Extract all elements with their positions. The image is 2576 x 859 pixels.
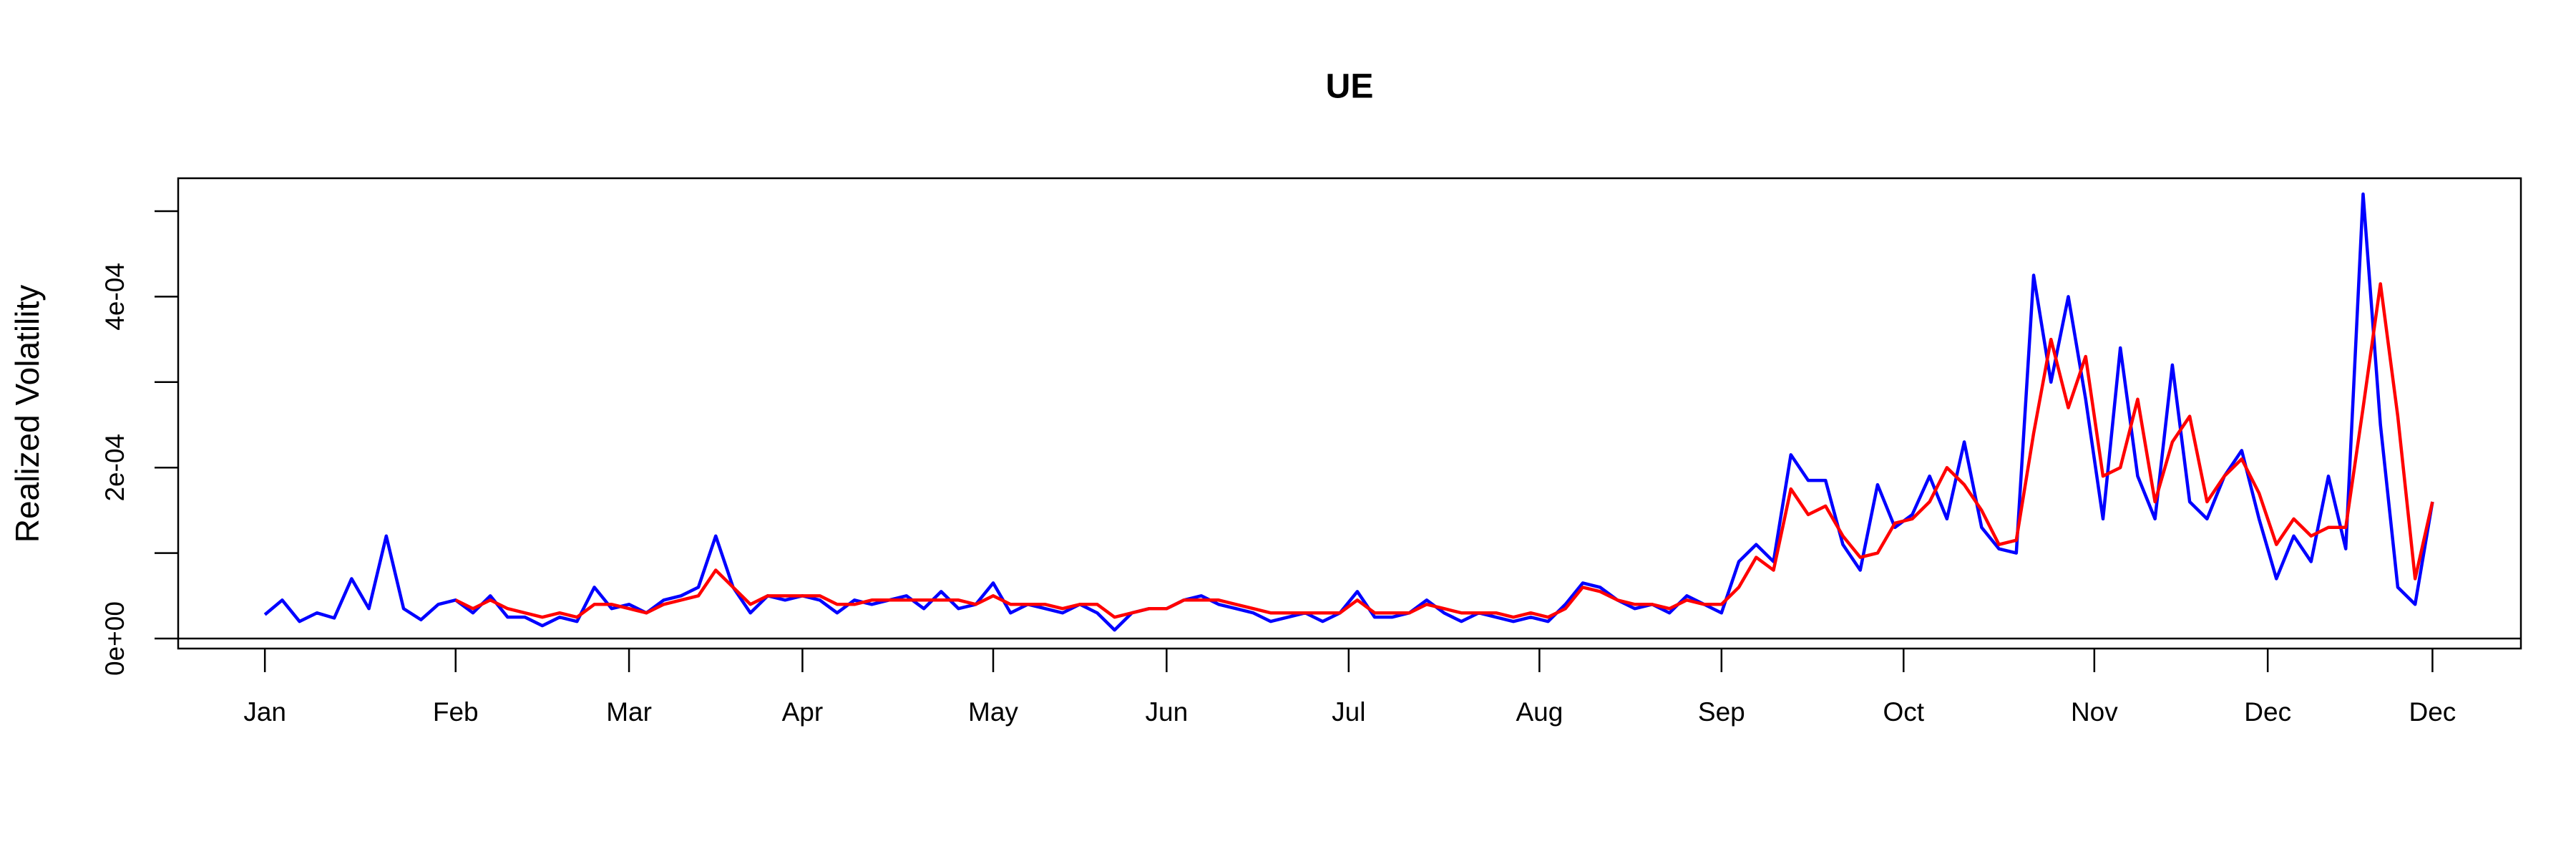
x-tick-label: Jul (1332, 697, 1365, 727)
x-tick-label: Apr (782, 697, 824, 727)
y-tick-label: 0e+00 (100, 601, 130, 676)
series-line (263, 192, 2434, 632)
x-tick-label: Aug (1516, 697, 1563, 727)
x-tick-label: Jan (243, 697, 286, 727)
x-tick-label: Sep (1698, 697, 1745, 727)
plot-box (177, 177, 2522, 650)
series-line (454, 282, 2434, 619)
x-tick-label: Nov (2071, 697, 2118, 727)
y-tick-label: 2e-04 (100, 434, 130, 502)
x-tick-label: Feb (433, 697, 479, 727)
x-tick-label: May (968, 697, 1018, 727)
y-axis-label: Realized Volatility (9, 285, 46, 543)
x-tick-label: Mar (606, 697, 652, 727)
x-tick-label: Oct (1883, 697, 1924, 727)
x-tick-label: Jun (1146, 697, 1189, 727)
x-tick-label: Dec (2409, 697, 2457, 727)
x-tick-label: Dec (2244, 697, 2291, 727)
chart-title: UE (1326, 68, 1374, 106)
y-tick-label: 4e-04 (100, 263, 130, 331)
